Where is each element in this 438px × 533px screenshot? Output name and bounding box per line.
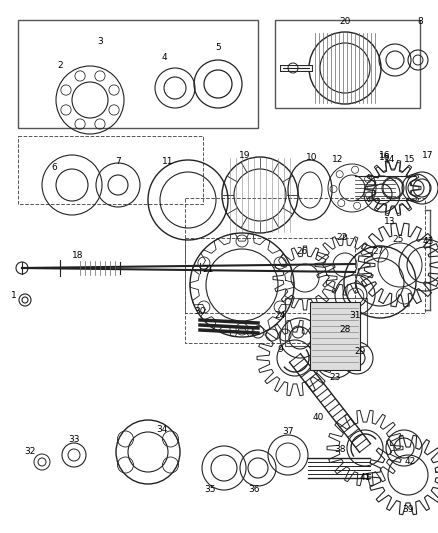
- Text: 21: 21: [202, 265, 214, 274]
- Text: 39: 39: [402, 505, 414, 514]
- Bar: [18, 136, 203, 204]
- Text: 18: 18: [72, 251, 84, 260]
- Text: 38: 38: [334, 446, 346, 455]
- Text: 19: 19: [239, 150, 251, 159]
- Text: 14: 14: [384, 156, 396, 165]
- Text: 27: 27: [372, 247, 384, 256]
- Text: 22: 22: [336, 233, 348, 243]
- Text: 17: 17: [422, 150, 434, 159]
- Text: 4: 4: [161, 53, 167, 62]
- Text: 35: 35: [204, 486, 216, 495]
- Text: 1: 1: [11, 290, 17, 300]
- Text: 30: 30: [194, 308, 206, 317]
- Text: 20: 20: [339, 18, 351, 27]
- Text: 10: 10: [306, 154, 318, 163]
- Text: 25: 25: [392, 236, 404, 245]
- Text: 3: 3: [97, 37, 103, 46]
- Text: 12: 12: [332, 156, 344, 165]
- Bar: [285, 298, 367, 346]
- Bar: [185, 238, 355, 343]
- Text: 13: 13: [384, 217, 396, 227]
- Text: 8: 8: [417, 18, 423, 27]
- Text: 9: 9: [277, 345, 283, 354]
- Bar: [295, 38, 415, 96]
- Text: 15: 15: [404, 156, 416, 165]
- Text: 36: 36: [248, 486, 260, 495]
- Text: 31: 31: [349, 311, 361, 319]
- Text: 37: 37: [282, 427, 294, 437]
- Text: 2: 2: [57, 61, 63, 69]
- Text: 5: 5: [215, 44, 221, 52]
- Text: 34: 34: [156, 425, 168, 434]
- Text: 32: 32: [25, 448, 35, 456]
- Bar: [310, 302, 360, 370]
- Text: 29: 29: [354, 348, 366, 357]
- Text: 28: 28: [339, 326, 351, 335]
- Text: 11: 11: [162, 157, 174, 166]
- Bar: [275, 20, 420, 108]
- Text: 24: 24: [274, 311, 286, 319]
- Text: 6: 6: [51, 164, 57, 173]
- Text: 33: 33: [68, 435, 80, 445]
- Bar: [18, 20, 258, 128]
- Text: 16: 16: [379, 150, 391, 159]
- Text: 43: 43: [422, 238, 434, 246]
- Text: 41: 41: [359, 473, 371, 482]
- Bar: [185, 198, 425, 313]
- Text: 16: 16: [379, 154, 391, 163]
- Text: 42: 42: [404, 457, 416, 466]
- Text: 26: 26: [297, 247, 307, 256]
- Text: 7: 7: [115, 157, 121, 166]
- Text: 23: 23: [329, 374, 341, 383]
- Text: 40: 40: [312, 414, 324, 423]
